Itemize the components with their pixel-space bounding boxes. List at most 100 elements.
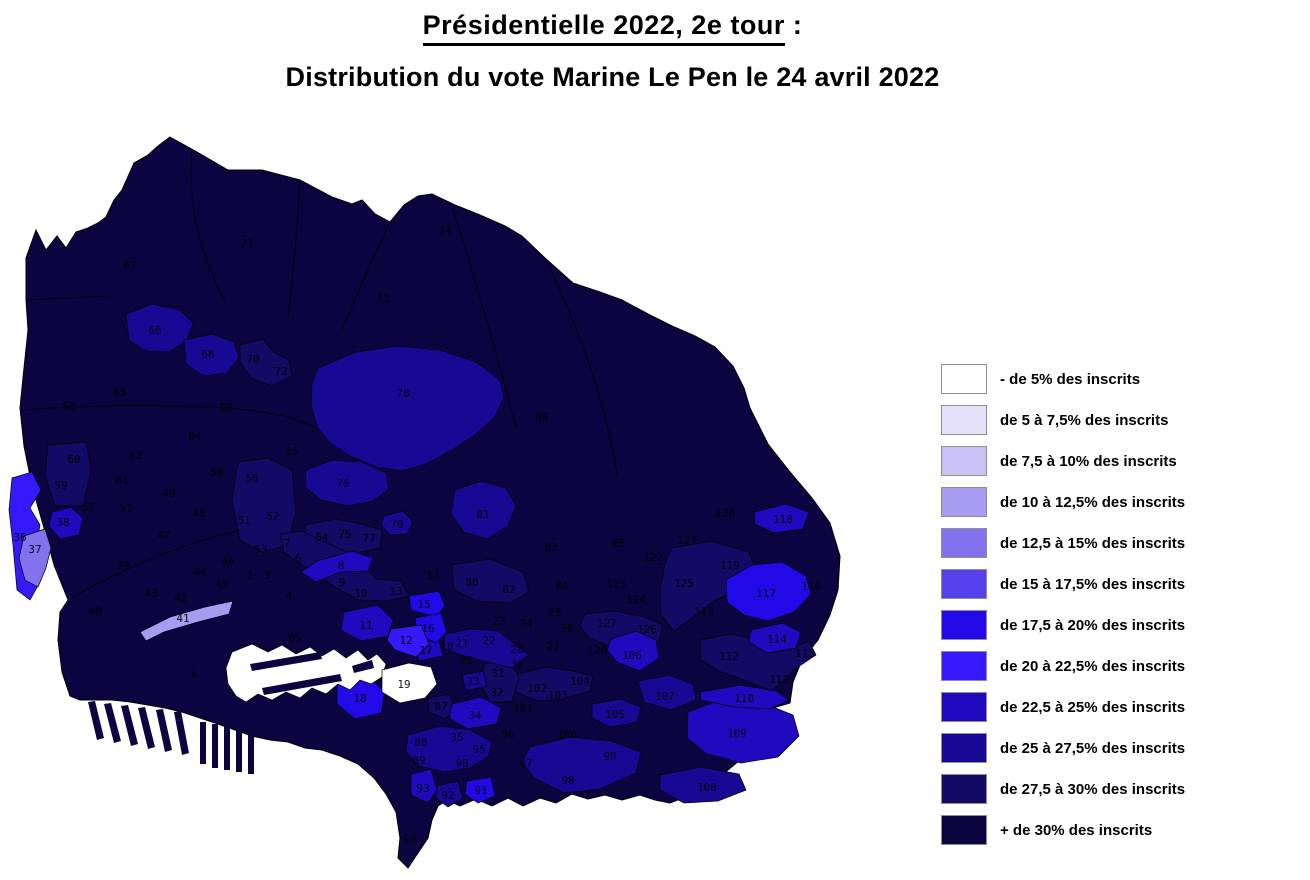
district-number-label: 90 bbox=[455, 757, 468, 770]
title-colon: : bbox=[784, 10, 803, 40]
district-number-label: 27 bbox=[546, 640, 559, 653]
legend-item: - de 5% des inscrits bbox=[941, 364, 1185, 394]
map-district-shape bbox=[442, 628, 530, 669]
district-number-label: 61 bbox=[115, 474, 128, 487]
legend-color-swatch bbox=[941, 692, 987, 722]
district-number-label: 116 bbox=[801, 580, 821, 593]
pier bbox=[88, 701, 104, 740]
district-number-label: 21 bbox=[455, 637, 468, 650]
district-number-label: 6 bbox=[295, 552, 302, 565]
legend-label: de 17,5 à 20% des inscrits bbox=[1000, 616, 1186, 634]
district-number-label: 92 bbox=[441, 789, 454, 802]
map-district-shape bbox=[300, 550, 374, 583]
district-number-label: 121 bbox=[677, 534, 697, 547]
district-number-label: 100 bbox=[557, 728, 577, 741]
map-district-shape bbox=[408, 590, 446, 618]
legend-item: de 20 à 22,5% des inscrits bbox=[941, 651, 1185, 681]
map-district-shape bbox=[386, 624, 430, 658]
pier bbox=[224, 726, 230, 770]
district-number-label: 106 bbox=[622, 649, 642, 662]
district-number-label: 53 bbox=[254, 543, 267, 556]
district-patches-cat8 bbox=[48, 503, 810, 804]
district-number-label: 69 bbox=[219, 401, 232, 414]
district-number-label: 54 bbox=[315, 531, 329, 544]
district-number-label: 108 bbox=[697, 781, 717, 794]
pier bbox=[174, 711, 189, 755]
map-district-shape bbox=[304, 459, 390, 507]
legend-label: de 20 à 22,5% des inscrits bbox=[1000, 657, 1186, 675]
district-number-label: 104 bbox=[570, 675, 590, 688]
district-number-label: 32 bbox=[490, 686, 503, 699]
district-number-label: 77 bbox=[362, 532, 375, 545]
district-number-label: 86 bbox=[535, 411, 548, 424]
legend-color-swatch bbox=[941, 774, 987, 804]
district-number-label: 58 bbox=[81, 501, 94, 514]
map-district-shape bbox=[44, 441, 92, 507]
district-number-label: 122 bbox=[643, 551, 663, 564]
legend-color-swatch bbox=[941, 733, 987, 763]
district-number-label: 93 bbox=[416, 782, 429, 795]
legend-item: de 10 à 12,5% des inscrits bbox=[941, 487, 1185, 517]
district-number-label: 9 bbox=[339, 576, 346, 589]
district-number-label: 95 bbox=[472, 743, 485, 756]
district-number-label: 57 bbox=[119, 502, 132, 515]
legend-label: de 7,5 à 10% des inscrits bbox=[1000, 452, 1177, 470]
district-number-label: 83 bbox=[544, 541, 557, 554]
map-district-shape bbox=[753, 503, 810, 534]
district-number-label: 59 bbox=[54, 479, 67, 492]
map-district-shape bbox=[659, 766, 747, 804]
map-district-shape bbox=[464, 776, 496, 804]
district-number-label: 31 bbox=[491, 667, 504, 680]
district-number-label: 51 bbox=[237, 514, 250, 527]
district-number-label: 20 bbox=[440, 640, 453, 653]
pier bbox=[121, 705, 138, 746]
legend-label: + de 30% des inscrits bbox=[1000, 821, 1153, 839]
district-number-label: 126 bbox=[637, 623, 657, 636]
district-number-label: 128 bbox=[587, 644, 607, 657]
district-number-label: 12 bbox=[399, 634, 412, 647]
legend-label: de 22,5 à 25% des inscrits bbox=[1000, 698, 1186, 716]
district-number-label: 68 bbox=[201, 348, 214, 361]
district-number-label: 112 bbox=[719, 650, 739, 663]
map-district-shape bbox=[380, 510, 414, 536]
district-number-label: 102 bbox=[527, 682, 547, 695]
district-number-label: 64 bbox=[188, 430, 202, 443]
district-number-label: 71 bbox=[240, 237, 253, 250]
district-number-label: 125 bbox=[674, 577, 694, 590]
district-number-label: 34 bbox=[468, 709, 482, 722]
title-line-1: Présidentielle 2022, 2e tour : bbox=[0, 10, 1225, 46]
district-number-label: 66 bbox=[148, 324, 161, 337]
pier bbox=[156, 709, 172, 752]
legend-label: de 5 à 7,5% des inscrits bbox=[1000, 411, 1169, 429]
map-district-shape bbox=[637, 674, 697, 711]
district-number-label: 85 bbox=[612, 537, 625, 550]
map-district-shape bbox=[514, 666, 594, 702]
district-number-label: 25 bbox=[548, 606, 561, 619]
district-number-label: 22 bbox=[482, 634, 495, 647]
district-number-label: 4 bbox=[286, 589, 293, 602]
district-number-label: 96 bbox=[501, 728, 514, 741]
district-number-label: 15 bbox=[417, 598, 430, 611]
legend-color-swatch bbox=[941, 405, 987, 435]
district-number-label: 42 bbox=[174, 592, 187, 605]
district-number-label: 05 bbox=[288, 632, 301, 645]
map-district-shape bbox=[591, 698, 642, 728]
map-district-shape bbox=[239, 338, 293, 387]
district-number-label: 44 bbox=[193, 566, 207, 579]
legend-item: de 5 à 7,5% des inscrits bbox=[941, 405, 1185, 435]
district-number-label: 14 bbox=[426, 569, 440, 582]
map-district-shape bbox=[18, 528, 52, 588]
dock bbox=[352, 660, 374, 673]
legend-label: de 10 à 12,5% des inscrits bbox=[1000, 493, 1186, 511]
district-number-label: 91 bbox=[474, 784, 487, 797]
district-number-label: 101 bbox=[513, 702, 533, 715]
map-district-shape bbox=[451, 558, 530, 604]
district-number-label: 48 bbox=[192, 507, 205, 520]
district-number-label: 87 bbox=[434, 700, 447, 713]
district-number-label: 97 bbox=[519, 757, 532, 770]
legend-color-swatch bbox=[941, 446, 987, 476]
district-number-label: 119 bbox=[720, 559, 740, 572]
legend-item: de 12,5 à 15% des inscrits bbox=[941, 528, 1185, 558]
legend-color-swatch bbox=[941, 364, 987, 394]
